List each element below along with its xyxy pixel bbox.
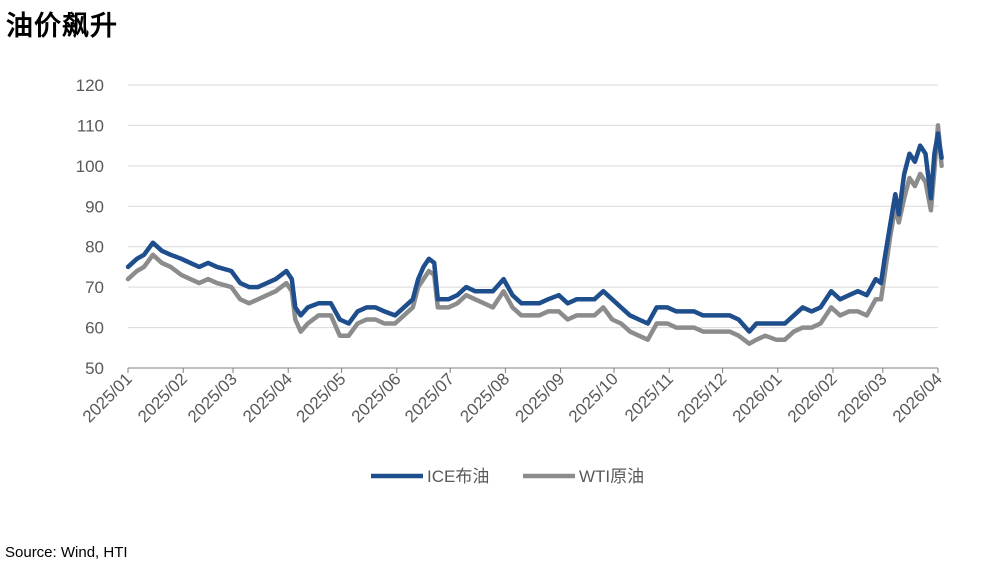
x-tick-label: 2025/08 [456, 369, 513, 426]
x-tick-label: 2025/12 [674, 369, 731, 426]
x-tick-label: 2025/09 [512, 369, 569, 426]
y-tick-label: 60 [85, 319, 104, 338]
legend-label: ICE布油 [427, 467, 489, 486]
x-tick-label: 2025/06 [348, 369, 405, 426]
x-axis: 2025/012025/022025/032025/042025/052025/… [79, 368, 946, 426]
y-tick-label: 80 [85, 238, 104, 257]
x-tick-label: 2025/07 [401, 369, 458, 426]
legend-label: WTI原油 [579, 467, 644, 486]
x-tick-label: 2026/01 [729, 369, 786, 426]
series-line-WTI原油 [125, 123, 944, 346]
series-lines [125, 123, 944, 346]
y-tick-label: 70 [85, 278, 104, 297]
y-tick-label: 90 [85, 197, 104, 216]
y-tick-label: 50 [85, 359, 104, 378]
y-axis: 50 60 70 80 90 100 110 120 [76, 76, 104, 378]
source-note: Source: Wind, HTI [5, 544, 128, 561]
x-tick-label: 2025/11 [621, 369, 677, 425]
x-tick-label: 2026/02 [784, 369, 841, 426]
x-tick-label: 2025/03 [184, 369, 241, 426]
x-tick-label: 2026/03 [834, 369, 891, 426]
x-tick-label: 2025/02 [134, 369, 191, 426]
chart-title: 油价飙升 [6, 11, 118, 42]
legend: ICE布油 WTI原油 [371, 467, 644, 486]
x-tick-label: 2025/05 [293, 369, 350, 426]
y-tick-label: 100 [76, 157, 104, 176]
series-line-ICE布油 [125, 131, 944, 334]
x-tick-label: 2025/04 [239, 369, 296, 426]
x-tick-label: 2025/10 [565, 369, 622, 426]
y-tick-label: 110 [77, 116, 104, 135]
y-tick-label: 120 [76, 76, 104, 95]
x-tick-label: 2026/04 [889, 369, 946, 426]
